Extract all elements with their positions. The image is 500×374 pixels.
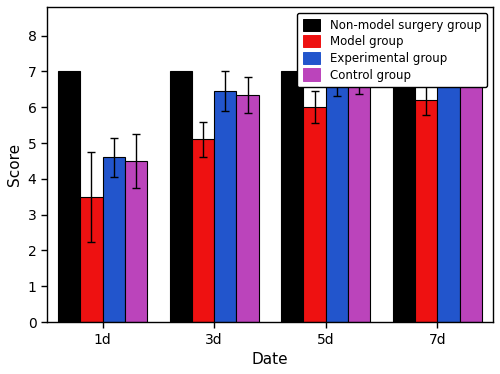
Bar bbox=[304, 107, 326, 322]
Bar bbox=[80, 197, 102, 322]
Bar bbox=[102, 157, 125, 322]
Text: ▲▲: ▲▲ bbox=[394, 59, 409, 70]
Text: ▲▲: ▲▲ bbox=[170, 89, 186, 99]
Bar bbox=[58, 71, 80, 322]
Bar bbox=[326, 84, 348, 322]
Bar bbox=[281, 71, 303, 322]
Bar bbox=[192, 140, 214, 322]
Bar bbox=[460, 79, 482, 322]
Y-axis label: Score: Score bbox=[7, 143, 22, 186]
Bar bbox=[392, 71, 415, 322]
Bar bbox=[236, 95, 259, 322]
Bar bbox=[438, 79, 460, 322]
Bar bbox=[125, 161, 147, 322]
Bar bbox=[415, 100, 438, 322]
Bar bbox=[170, 71, 192, 322]
Bar bbox=[214, 91, 236, 322]
Text: ▲▲: ▲▲ bbox=[282, 69, 298, 79]
Bar bbox=[348, 84, 370, 322]
X-axis label: Date: Date bbox=[252, 352, 288, 367]
Legend: Non-model surgery group, Model group, Experimental group, Control group: Non-model surgery group, Model group, Ex… bbox=[296, 13, 487, 88]
Text: ▲▲: ▲▲ bbox=[59, 113, 75, 123]
